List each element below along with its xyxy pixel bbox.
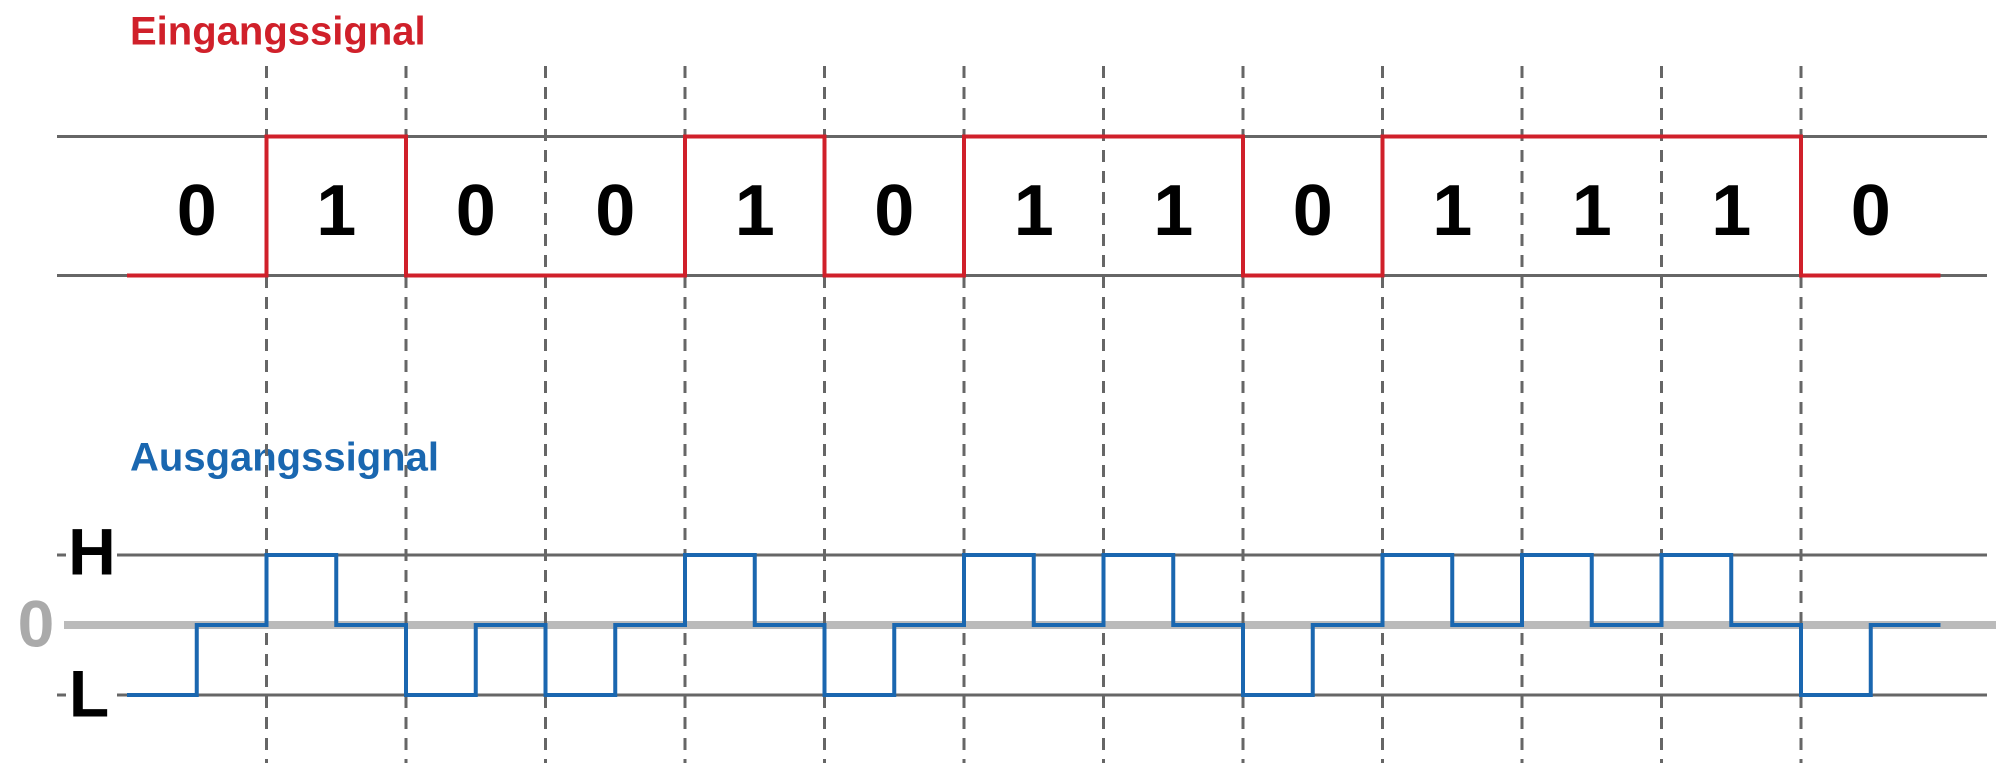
zero-label: 0 bbox=[18, 586, 55, 660]
bit: 1 bbox=[1432, 171, 1472, 251]
bit: 0 bbox=[1851, 171, 1891, 251]
output-title: Ausgangssignal bbox=[130, 436, 439, 480]
bit-labels: 0 1 0 0 1 0 1 1 0 1 1 1 0 bbox=[177, 171, 1891, 251]
bit: 1 bbox=[735, 171, 775, 251]
bit: 1 bbox=[1153, 171, 1193, 251]
bit: 0 bbox=[456, 171, 496, 251]
bit: 1 bbox=[316, 171, 356, 251]
input-signal bbox=[127, 134, 1941, 278]
bit: 1 bbox=[1711, 171, 1751, 251]
output-signal bbox=[127, 553, 1941, 697]
bit: 0 bbox=[595, 171, 635, 251]
input-title: Eingangssignal bbox=[130, 10, 426, 54]
bit: 1 bbox=[1572, 171, 1612, 251]
high-label: H bbox=[68, 514, 116, 588]
bit: 1 bbox=[1014, 171, 1054, 251]
bit: 0 bbox=[177, 171, 217, 251]
bit: 0 bbox=[874, 171, 914, 251]
low-label: L bbox=[69, 656, 109, 730]
bit: 0 bbox=[1293, 171, 1333, 251]
